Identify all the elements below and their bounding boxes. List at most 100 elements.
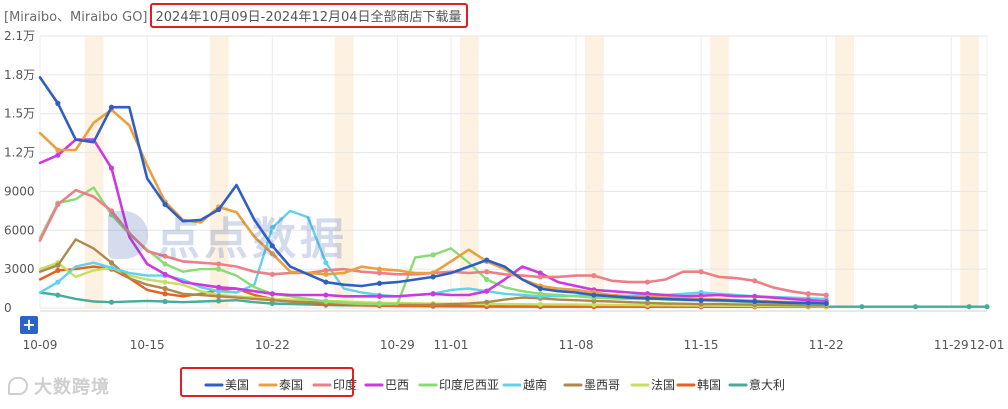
weekend-bands — [84, 36, 979, 308]
series-lines — [38, 76, 990, 310]
data-point — [752, 298, 758, 305]
data-point — [269, 271, 275, 277]
data-point — [216, 206, 222, 213]
data-point — [323, 298, 329, 305]
data-point — [823, 300, 829, 307]
data-point — [537, 291, 543, 297]
legend-label: 韩国 — [697, 377, 721, 392]
data-point — [162, 253, 168, 259]
data-point — [752, 278, 758, 284]
legend-label: 意大利 — [749, 377, 785, 392]
x-tick-label: 10-09 — [23, 338, 58, 352]
data-point — [108, 260, 115, 266]
x-tick-label: 10-15 — [130, 338, 165, 352]
legend-label: 墨西哥 — [584, 378, 620, 392]
weekend-band — [334, 36, 354, 308]
data-point — [537, 270, 543, 276]
legend-label: 巴西 — [385, 378, 409, 392]
y-tick-label: 1.5万 — [4, 107, 35, 121]
data-point — [323, 271, 329, 277]
data-point — [698, 297, 704, 303]
x-tick-label: 11-15 — [684, 338, 719, 352]
data-point — [216, 261, 222, 267]
data-point — [162, 261, 168, 267]
data-point — [430, 274, 436, 280]
data-point — [323, 279, 329, 285]
watermark: 点点数据 — [108, 205, 348, 265]
brand-icon — [8, 377, 28, 395]
data-point — [269, 291, 275, 297]
legend-label: 泰国 — [279, 378, 303, 392]
data-point — [162, 201, 168, 207]
legend-highlight-box — [180, 367, 354, 397]
data-point — [984, 304, 990, 310]
y-tick-label: 1.8万 — [4, 68, 35, 82]
data-point — [108, 265, 115, 271]
data-point — [162, 279, 168, 285]
x-tick-label: 11-08 — [559, 338, 594, 352]
weekend-band — [584, 36, 604, 308]
grid-lines — [39, 35, 988, 309]
y-tick-label: 0 — [4, 301, 12, 315]
data-point — [591, 302, 597, 308]
data-point — [537, 301, 543, 307]
data-point — [698, 269, 704, 275]
data-point — [162, 291, 168, 297]
data-point — [55, 201, 61, 207]
data-point — [966, 304, 972, 310]
legend: 美国 泰国 印度 巴西 印度尼西亚 越南 墨西哥 法国 韩国 意大利 — [204, 377, 785, 392]
legend-label: 美国 — [225, 378, 249, 392]
y-tick-label: 9000 — [4, 184, 35, 198]
data-point — [823, 292, 829, 298]
data-point — [376, 293, 383, 299]
x-tick-label: 10-29 — [380, 338, 415, 352]
data-point — [430, 302, 436, 308]
data-point — [859, 304, 865, 310]
data-point — [484, 299, 490, 305]
data-point — [216, 293, 222, 299]
data-point — [376, 301, 383, 307]
x-tick-label: 11-22 — [809, 338, 844, 352]
data-point — [55, 267, 61, 274]
x-axis: 10-09 10-15 10-22 10-29 11-01 11-08 11-15 11-22… — [23, 310, 1005, 352]
data-point — [537, 285, 543, 292]
data-point — [376, 266, 383, 272]
data-point — [698, 301, 704, 307]
data-point — [805, 291, 811, 297]
data-point — [55, 279, 61, 285]
data-point — [55, 147, 61, 153]
y-tick-label: 6000 — [4, 223, 35, 237]
data-point — [805, 300, 811, 306]
data-point — [484, 288, 490, 294]
data-point — [216, 298, 222, 304]
x-tick-label: 11-01 — [434, 338, 469, 352]
zoom-in-button[interactable]: + — [20, 316, 38, 334]
data-point — [591, 273, 597, 279]
data-point — [55, 152, 61, 158]
legend-label: 印度尼西亚 — [439, 377, 499, 392]
data-point — [216, 288, 222, 294]
data-point — [108, 104, 115, 110]
data-point — [162, 285, 168, 292]
date-range-label: 2024年10月09日-2024年12月04日全部商店下载量 — [149, 2, 468, 28]
data-point — [323, 292, 329, 298]
data-point — [323, 260, 329, 266]
data-point — [269, 243, 275, 249]
data-point — [430, 252, 436, 258]
weekend-band — [835, 36, 854, 308]
brand-text: 大数跨境 — [34, 377, 110, 398]
data-point — [108, 165, 115, 171]
data-point — [55, 262, 61, 268]
weekend-band — [459, 36, 479, 308]
weekend-band — [209, 36, 229, 308]
app-label: [Miraibo、Miraibo GO] — [4, 9, 148, 25]
x-tick-label: 11-29 — [934, 338, 969, 352]
data-point — [269, 225, 275, 231]
data-point — [216, 284, 222, 290]
data-point — [644, 279, 651, 285]
x-tick-label: 12-01 — [970, 338, 1005, 352]
data-point — [216, 266, 222, 272]
data-point — [108, 299, 115, 305]
data-point — [752, 293, 758, 299]
